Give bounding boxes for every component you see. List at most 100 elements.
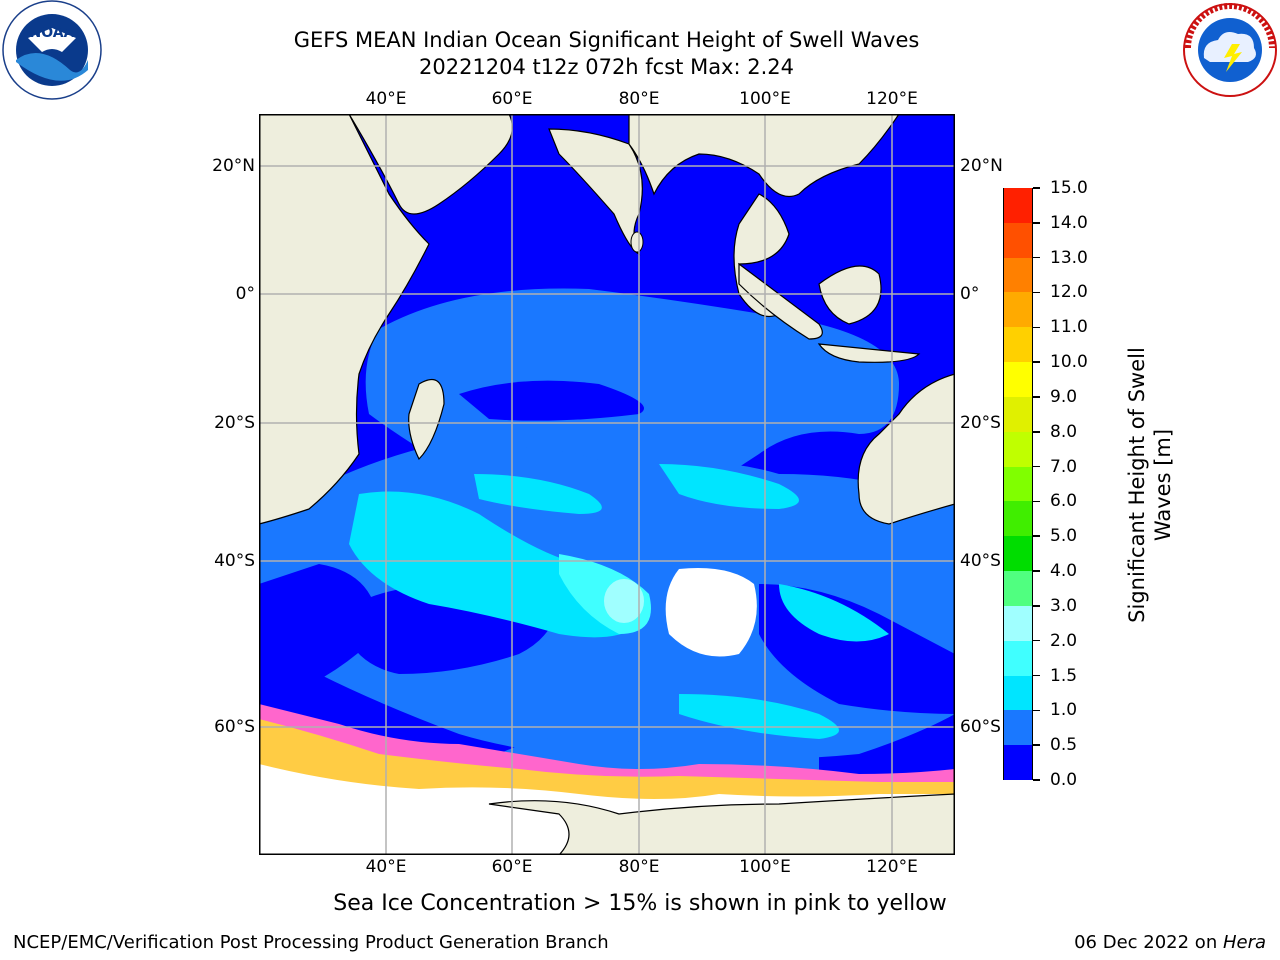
colorbar-segment [1004,466,1032,502]
colorbar-segment [1004,257,1032,293]
lat-tick-left: 60°S [214,717,255,737]
colorbar-tick-mark [1033,500,1040,503]
colorbar-segment [1004,431,1032,467]
colorbar-tick-mark [1033,431,1040,433]
lat-tick-left: 20°S [214,413,255,433]
java-land [817,343,921,363]
colorbar-tick-label: 6.0 [1050,491,1078,512]
lat-tick-right: 40°S [960,551,1001,571]
colorbar-tick-label: 1.0 [1050,700,1078,721]
colorbar-tick-mark [1033,779,1040,781]
colorbar-tick-label: 7.0 [1050,456,1078,477]
footer-machine: Hera [1222,932,1266,953]
colorbar-tick-label: 4.0 [1050,561,1078,582]
lat-tick-left: 20°N [212,156,255,176]
colorbar-tick-label: 0.0 [1050,770,1078,790]
colorbar-tick-mark [1033,535,1040,537]
swell-map [259,114,955,855]
colorbar-tick-label: 13.0 [1050,247,1088,268]
colorbar-tick-label: 12.0 [1050,282,1088,303]
colorbar-segment [1004,222,1032,258]
colorbar-tick-mark [1033,744,1040,746]
colorbar-tick-mark [1033,326,1040,329]
colorbar-segment [1004,291,1032,328]
lat-tick-left: 0° [235,284,255,304]
colorbar-segment [1004,605,1032,641]
colorbar-tick-label: 5.0 [1050,526,1078,547]
colorbar-tick-mark [1033,361,1040,363]
footer-date: 06 Dec 2022 on Hera [1074,932,1266,954]
map-frame [259,114,955,855]
colorbar-label: Significant Height of Swell Waves [m] [1124,295,1176,675]
colorbar-tick-label: 8.0 [1050,421,1078,442]
chart-title: GEFS MEAN Indian Ocean Significant Heigh… [293,28,920,52]
lon-tick-top: 120°E [866,89,918,109]
colorbar-tick-mark [1033,709,1040,712]
colorbar-segment [1004,326,1032,363]
colorbar-tick-mark [1033,291,1040,294]
colorbar-tick-mark [1033,570,1040,572]
borneo-land [818,265,882,325]
colorbar-tick-label: 11.0 [1050,317,1088,338]
colorbar-segment [1004,640,1032,676]
nws-logo [1183,3,1277,97]
lat-tick-right: 0° [960,284,980,304]
colorbar-segment [1004,675,1032,711]
antarctica-land [488,793,955,855]
colorbar-segment [1004,396,1032,432]
map-gridlines [259,114,955,855]
lon-tick-bottom: 120°E [866,857,918,877]
lon-tick-bottom: 100°E [739,857,791,877]
colorbar-tick-label: 3.0 [1050,595,1078,616]
lon-tick-top: 60°E [491,89,533,109]
colorbar-ticks: 0.0 0.5 1.0 1.5 2.0 3.0 4.0 5.0 6.0 7.0 8.0 9.0 10.0… [1033,178,1106,790]
lon-tick-top: 80°E [618,89,660,109]
colorbar-tick-label: 1.5 [1050,665,1078,686]
colorbar-segment [1004,187,1032,223]
lon-tick-bottom: 40°E [365,857,407,877]
chart-subtitle: 20221204 t12z 072h fcst Max: 2.24 [419,55,794,79]
colorbar-segment [1004,709,1032,746]
colorbar-segment [1004,361,1032,397]
lon-tick-top: 100°E [739,89,791,109]
colorbar-segment [1004,744,1032,780]
colorbar-tick-label: 15.0 [1050,178,1088,198]
colorbar-tick-mark [1033,396,1040,398]
lat-tick-right: 20°S [960,413,1001,433]
colorbar [1003,187,1033,780]
footer-branch: NCEP/EMC/Verification Post Processing Pr… [13,932,609,953]
colorbar-tick-label: 0.5 [1050,735,1078,756]
colorbar-tick-mark [1033,465,1040,468]
lon-tick-bottom: 80°E [618,857,660,877]
colorbar-segment [1004,570,1032,606]
colorbar-segment [1004,535,1032,572]
lat-tick-right: 60°S [960,717,1001,737]
colorbar-segment [1004,500,1032,537]
colorbar-label-line2: Waves [m] [1151,428,1175,542]
colorbar-tick-mark [1033,639,1040,642]
noaa-logo: NOAA [2,0,102,100]
colorbar-tick-mark [1033,187,1040,189]
footer-date-text: 06 Dec 2022 on [1074,932,1223,953]
australia-land [857,373,955,525]
lon-tick-top: 40°E [365,89,407,109]
sea-ice-note: Sea Ice Concentration > 15% is shown in … [333,891,947,916]
colorbar-tick-label: 2.0 [1050,630,1078,651]
lon-tick-bottom: 60°E [491,857,533,877]
swell-max-area [604,579,644,623]
sumatra-land [738,262,823,340]
colorbar-label-line1: Significant Height of Swell [1125,347,1149,623]
sri-lanka-land [630,231,644,253]
colorbar-tick-label: 9.0 [1050,386,1078,407]
noaa-logo-text: NOAA [30,25,75,41]
arabia-land [348,114,513,215]
colorbar-tick-label: 10.0 [1050,352,1088,373]
colorbar-tick-mark [1033,222,1040,224]
lat-tick-right: 20°N [960,156,1003,176]
colorbar-tick-label: 14.0 [1050,212,1088,233]
colorbar-tick-mark [1033,674,1040,677]
madagascar-land [408,379,445,461]
lat-tick-left: 40°S [214,551,255,571]
colorbar-tick-mark [1033,256,1040,259]
asia-land [628,114,900,198]
